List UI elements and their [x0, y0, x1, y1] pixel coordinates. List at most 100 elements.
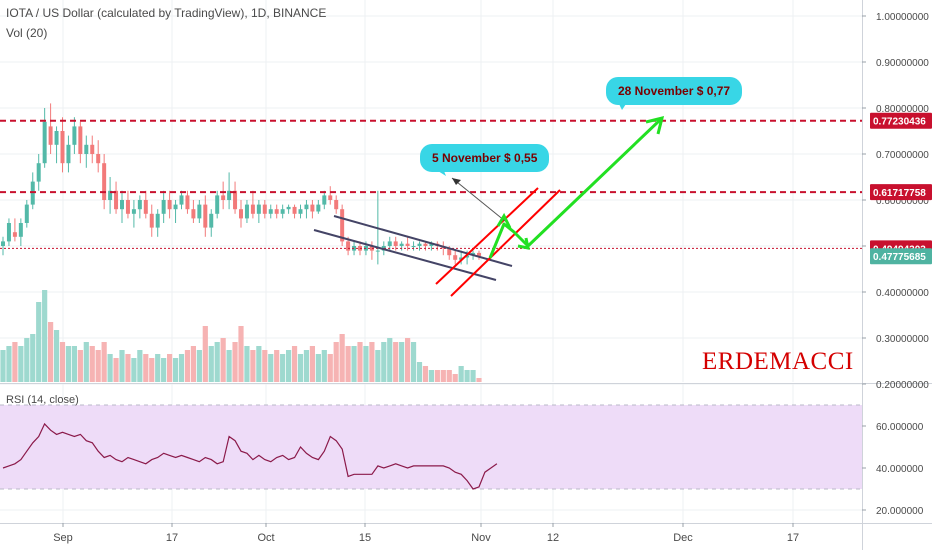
volume-bar [363, 346, 369, 382]
candle-body [459, 257, 464, 260]
volume-bar [464, 370, 470, 382]
volume-bar [214, 342, 220, 382]
candle-body [197, 204, 202, 219]
volume-bar [416, 362, 423, 382]
volume-bar [458, 366, 464, 382]
candle-body [167, 200, 172, 210]
candle-body [48, 126, 53, 145]
annotation-text-nov28: 28 November $ 0,77 [618, 84, 731, 98]
candle-body [221, 195, 226, 200]
volume-bar [268, 354, 274, 382]
candle-body [465, 255, 470, 258]
volume-bar [232, 342, 238, 382]
candle-body [137, 200, 142, 210]
candle-body [191, 209, 196, 219]
candle-body [423, 243, 428, 246]
candle-body [340, 209, 345, 242]
annotation-text-nov5: 5 November $ 0,55 [432, 151, 538, 165]
candle-body [411, 246, 416, 247]
candle-body [143, 200, 148, 214]
volume-bar [12, 342, 18, 382]
volume-bar [309, 346, 315, 382]
volume-bar [18, 346, 24, 382]
candle-body [90, 144, 95, 154]
rsi-tick-label: 40.000000 [876, 464, 924, 475]
volume-bar [422, 366, 429, 382]
volume-bar [434, 370, 440, 382]
candle-body [215, 195, 220, 214]
projection-arrowhead-3 [645, 115, 665, 135]
volume-bar [125, 354, 131, 382]
candle-body [24, 204, 29, 223]
channel-line-lower [313, 229, 497, 281]
volume-bar [137, 350, 143, 382]
candle-body [54, 131, 59, 145]
candle-body [125, 200, 130, 214]
level-badge-bg [870, 112, 932, 129]
level-badge-text: 0.61717758 [873, 188, 926, 199]
price-tick-label: 1.00000000 [876, 12, 929, 23]
volume-bar [167, 354, 173, 382]
candle-body [310, 204, 315, 212]
volume-bar [315, 354, 321, 382]
candle-body [60, 131, 65, 164]
candle-body [399, 243, 404, 246]
volume-bar [143, 354, 149, 382]
volume-bar [303, 350, 310, 382]
annotation-bubble-nov5[interactable]: 5 November $ 0,55 [420, 144, 550, 172]
volume-bar [393, 342, 399, 382]
candle-body [72, 126, 77, 145]
volume-bar [286, 350, 292, 382]
time-tick-label: 17 [166, 532, 178, 544]
candle-body [316, 204, 321, 212]
volume-bar [172, 358, 179, 382]
rsi-band [0, 405, 862, 489]
volume-bar [24, 338, 30, 382]
volume-label: Vol (20) [6, 26, 48, 40]
candle-body [352, 246, 357, 251]
volume-bar [244, 346, 250, 382]
volume-bar [113, 358, 119, 382]
candle-body [322, 195, 327, 205]
candle-body [304, 204, 309, 210]
candles [1, 103, 481, 265]
candle-body [161, 200, 166, 214]
candle-body [477, 252, 481, 257]
volume-bar [59, 342, 66, 382]
candle-body [244, 204, 249, 219]
pointer-line [451, 177, 506, 222]
candle-body [256, 204, 261, 214]
candle-body [102, 163, 107, 200]
volume-bar [470, 370, 476, 382]
candle-body [1, 241, 5, 246]
volume-bar [178, 354, 185, 382]
volume-bar [405, 338, 411, 382]
volume-bar [327, 354, 333, 382]
candle-body [18, 223, 23, 237]
projection-arrowhead-1 [496, 212, 512, 229]
volume-bar [71, 346, 77, 382]
volume-bar [226, 350, 232, 382]
candle-body [120, 200, 124, 210]
time-tick-label: Sep [53, 532, 73, 544]
volume-bar [375, 350, 381, 382]
volume-bar [107, 354, 113, 382]
volume-bar [48, 322, 54, 382]
candle-body [66, 144, 71, 164]
candle-body [114, 190, 119, 210]
candle-body [30, 181, 35, 205]
candle-body [131, 209, 136, 214]
volume-bar [95, 350, 101, 382]
volume-bar [297, 354, 304, 382]
volume-bar [333, 342, 339, 382]
volume-bar [250, 350, 256, 382]
price-tick-label: 0.40000000 [876, 288, 929, 299]
annotation-bubble-nov28[interactable]: 28 November $ 0,77 [606, 77, 743, 105]
level-badge-bg [870, 184, 932, 201]
volume-bar [321, 350, 327, 382]
candle-body [268, 209, 273, 214]
rsi-label: RSI (14, close) [6, 394, 79, 406]
volume-bar [220, 338, 226, 382]
